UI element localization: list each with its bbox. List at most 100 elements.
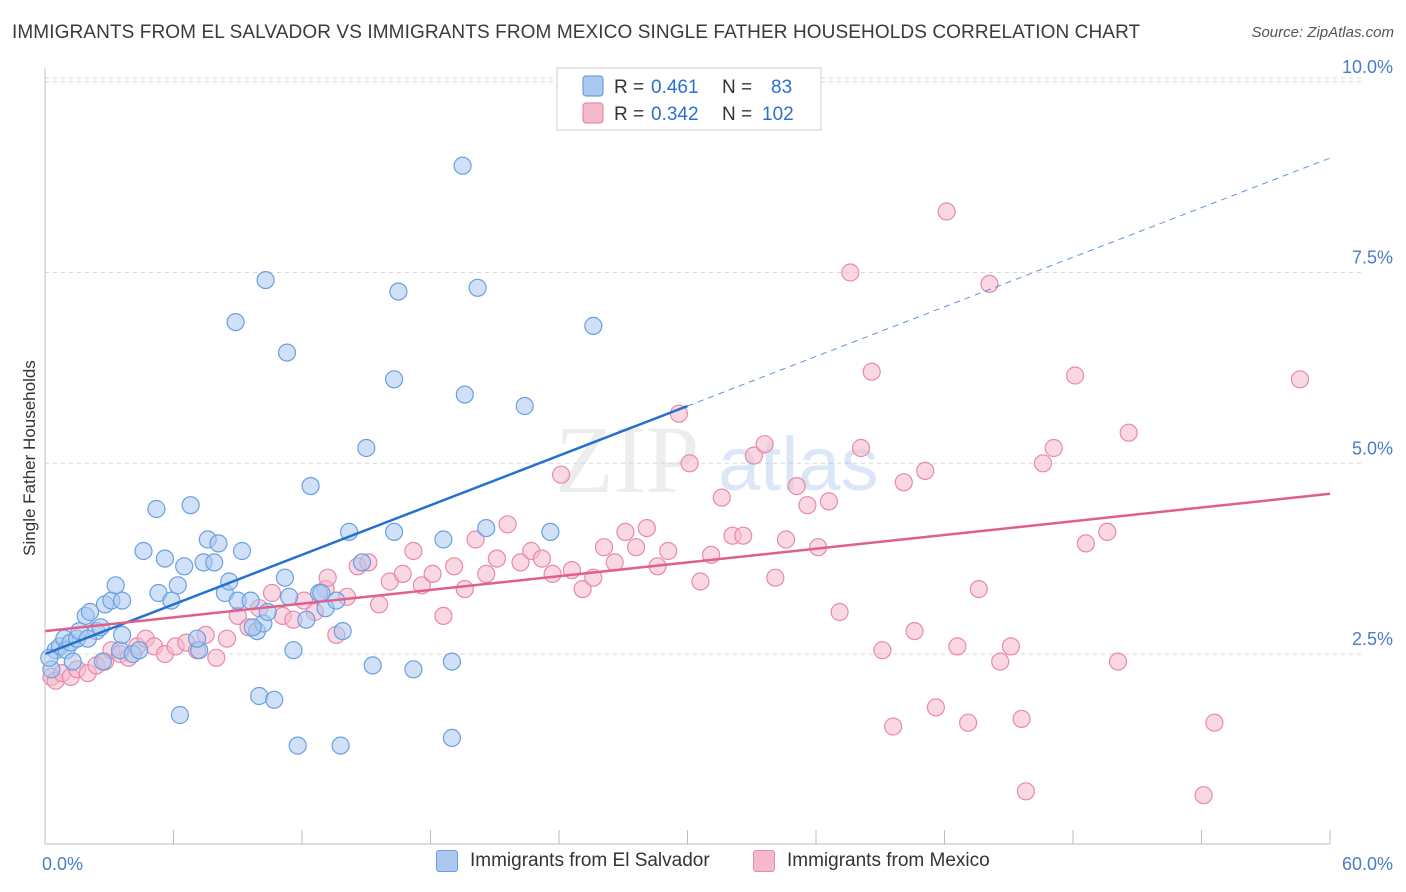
el-salvador-point-30 <box>205 553 224 572</box>
mexico-point-38 <box>404 541 423 561</box>
mexico-point-86 <box>916 461 935 480</box>
mexico-point-104 <box>1205 713 1224 732</box>
mexico-point-89 <box>948 637 967 656</box>
mexico-point-95 <box>1012 709 1031 729</box>
y-tick-label-1: 5.0% <box>1352 438 1393 458</box>
mexico-point-64 <box>680 454 699 473</box>
el-salvador-point-78 <box>112 591 132 610</box>
mexico-point-47 <box>498 515 517 534</box>
mexico-point-62 <box>659 541 678 561</box>
el-salvador-point-25 <box>175 557 194 576</box>
mexico-point-79 <box>841 263 860 282</box>
mexico-point-90 <box>958 713 978 732</box>
el-salvador-point-43 <box>275 568 294 587</box>
mexico-points <box>42 202 1310 805</box>
el-salvador-point-65 <box>584 316 603 335</box>
el-salvador-point-82 <box>312 583 331 603</box>
mexico-point-45 <box>477 564 496 584</box>
stats-r-value-1: 0.342 <box>651 104 699 125</box>
mexico-point-69 <box>734 526 753 545</box>
el-salvador-point-60 <box>442 652 461 671</box>
mexico-point-105 <box>1194 786 1213 805</box>
el-salvador-point-36 <box>241 591 260 610</box>
stats-n-label-1: N = <box>722 104 752 125</box>
mexico-point-93 <box>991 652 1010 671</box>
mexico-point-50 <box>532 549 552 568</box>
mexico-point-65 <box>691 572 710 591</box>
mexico-point-92 <box>980 274 999 293</box>
legend-item-el-salvador[interactable]: Immigrants from El Salvador <box>436 850 710 872</box>
el-salvador-point-54 <box>357 438 376 458</box>
mexico-point-72 <box>766 568 785 587</box>
mexico-point-101 <box>1098 522 1117 542</box>
el-salvador-point-44 <box>280 587 299 606</box>
grid-layer <box>45 77 1365 655</box>
mexico-point-75 <box>798 496 817 515</box>
mexico-point-58 <box>616 522 635 542</box>
stats-n-label-0: N = <box>722 77 752 98</box>
el-salvador-point-31 <box>209 534 228 553</box>
mexico-point-40 <box>423 564 442 584</box>
mexico-point-97 <box>1033 454 1053 473</box>
stats-r-label-0: R = <box>614 77 644 98</box>
mexico-point-98 <box>1044 438 1063 458</box>
el-salvador-point-22 <box>155 549 174 568</box>
legend-label-mexico: Immigrants from Mexico <box>787 850 990 871</box>
el-salvador-point-41 <box>265 690 284 709</box>
mexico-point-81 <box>862 362 881 381</box>
mexico-point-77 <box>819 492 839 511</box>
el-salvador-point-56 <box>385 522 404 542</box>
y-tick-label-2: 7.5% <box>1352 248 1393 268</box>
mexico-point-73 <box>776 530 796 549</box>
trend-lines <box>44 157 1331 656</box>
el-salvador-point-17 <box>112 625 132 645</box>
mexico-point-46 <box>487 549 506 568</box>
mexico-point-60 <box>637 518 656 538</box>
x-tick-label-0: 0.0% <box>42 854 83 874</box>
mexico-point-43 <box>455 579 474 599</box>
el-salvador-point-74 <box>442 728 461 748</box>
el-salvador-point-26 <box>181 496 200 515</box>
mexico-point-91 <box>969 579 988 599</box>
mexico-point-51 <box>543 564 562 584</box>
stats-legend-swatch-pink <box>582 102 604 124</box>
mexico-point-88 <box>937 202 956 221</box>
chart-title: IMMIGRANTS FROM EL SALVADOR VS IMMIGRANT… <box>12 22 1141 43</box>
el-salvador-point-35 <box>232 541 252 561</box>
mexico-trend-line <box>44 492 1331 633</box>
el-salvador-point-64 <box>541 522 560 542</box>
el-salvador-point-61 <box>455 385 474 404</box>
mexico-point-87 <box>926 698 946 717</box>
mexico-point-56 <box>594 538 614 557</box>
el-salvador-point-19 <box>134 541 153 561</box>
el-salvador-point-66 <box>170 705 189 725</box>
el-salvador-point-14 <box>106 576 125 595</box>
mexico-point-74 <box>787 477 806 496</box>
mexico-point-67 <box>712 488 731 507</box>
el-salvador-point-72 <box>288 736 307 755</box>
el-salvador-trend-extension <box>687 157 1331 407</box>
el-salvador-point-67 <box>226 313 245 332</box>
el-salvador-point-45 <box>284 641 303 660</box>
mexico-point-106 <box>1290 370 1310 389</box>
mexico-point-42 <box>445 557 464 576</box>
el-salvador-point-24 <box>168 576 187 595</box>
mexico-point-31 <box>318 568 337 587</box>
el-salvador-point-71 <box>468 278 487 297</box>
mexico-point-78 <box>830 602 849 622</box>
mexico-point-24 <box>262 583 282 603</box>
el-salvador-trend-line <box>44 404 688 656</box>
stats-n-value-1: 102 <box>762 104 794 125</box>
el-salvador-point-47 <box>301 477 320 496</box>
legend-swatch-el-salvador <box>436 850 458 872</box>
legend-item-mexico[interactable]: Immigrants from Mexico <box>753 850 990 872</box>
mexico-point-71 <box>755 435 774 454</box>
mexico-point-35 <box>370 595 389 614</box>
mexico-point-41 <box>434 606 453 626</box>
mexico-point-54 <box>573 579 592 599</box>
y-tick-label-3: 10.0% <box>1342 57 1393 77</box>
mexico-point-20 <box>217 629 237 648</box>
el-salvador-point-40 <box>250 686 269 706</box>
mexico-point-59 <box>626 538 646 557</box>
